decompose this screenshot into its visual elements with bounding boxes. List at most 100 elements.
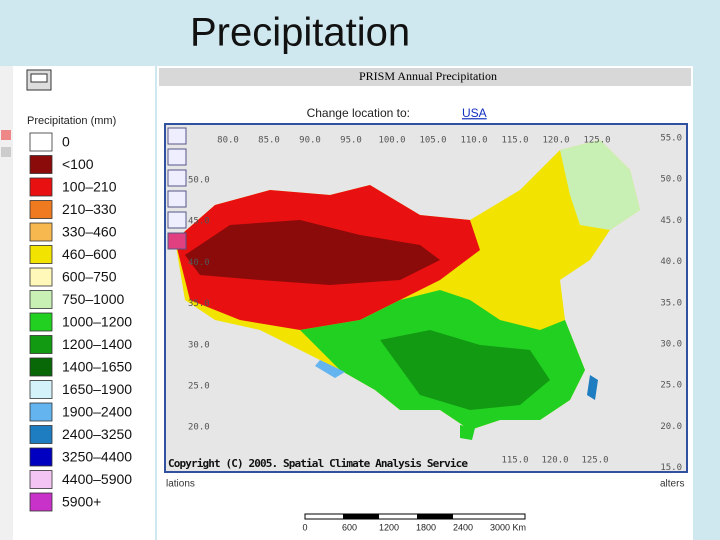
longitude-label: 125.0	[581, 456, 608, 466]
zoom-extent-tool[interactable]	[167, 169, 187, 187]
legend-swatch	[29, 155, 53, 174]
legend-label: 1900–2400	[62, 404, 132, 420]
legend-label: 2400–3250	[62, 426, 132, 442]
legend-swatch	[29, 222, 53, 242]
legend-label: 460–600	[62, 246, 117, 262]
latitude-label: 20.0	[660, 422, 682, 432]
location-link[interactable]: USA	[462, 106, 487, 120]
longitude-label: 80.0	[217, 136, 239, 146]
scale-bar-segment	[417, 514, 453, 519]
longitude-label: 105.0	[419, 136, 446, 146]
legend-swatch	[29, 335, 53, 354]
map-region	[380, 330, 550, 410]
legend-label: 210–330	[62, 201, 117, 217]
longitude-label: 95.0	[340, 136, 362, 146]
legend-label: <100	[62, 156, 94, 172]
legend: 0 <100 100–210 210–330 330–460 460–600 600–750…	[29, 132, 132, 512]
info-tool[interactable]	[167, 211, 187, 229]
legend-swatch	[29, 290, 53, 309]
erase-tool[interactable]	[167, 232, 187, 250]
legend-swatch	[29, 380, 53, 399]
latitude-label: 20.0	[188, 423, 210, 433]
legend-label: 1000–1200	[62, 314, 132, 330]
legend-label: 1650–1900	[62, 381, 132, 397]
legend-swatch	[29, 245, 53, 264]
scale-label: 1800	[416, 522, 436, 532]
print-icon-paper	[30, 73, 48, 83]
legend-swatch	[29, 402, 53, 422]
scale-label: 3000 Km	[490, 522, 526, 532]
latitude-label: 35.0	[660, 298, 682, 308]
map-region	[315, 360, 345, 378]
legend-swatch	[29, 470, 53, 489]
slide-title: Precipitation	[190, 11, 410, 55]
latitude-label: 25.0	[660, 381, 682, 391]
latitude-label: 45.0	[660, 216, 682, 226]
scale-bar	[304, 513, 526, 520]
legend-label: 330–460	[62, 224, 117, 240]
longitude-label: 100.0	[378, 136, 405, 146]
legend-swatch	[29, 200, 53, 219]
side-toolbar	[0, 66, 13, 540]
legend-panel	[0, 66, 155, 540]
longitude-label: 115.0	[501, 136, 528, 146]
legend-swatch	[29, 425, 53, 444]
longitude-label: 120.0	[542, 136, 569, 146]
zoom-out-tool[interactable]	[167, 148, 187, 166]
scale-bar-outline	[304, 513, 526, 520]
footer-left: lations	[166, 479, 195, 490]
change-location-label: Change location to:	[307, 106, 410, 120]
map-land	[175, 140, 640, 440]
legend-swatch	[29, 132, 53, 152]
map-region	[587, 375, 598, 400]
scale-label: 2400	[453, 522, 473, 532]
legend-swatch	[29, 357, 53, 377]
latitude-label: 50.0	[660, 175, 682, 185]
legend-swatch	[29, 177, 53, 197]
legend-label: 4400–5900	[62, 471, 132, 487]
legend-title: Precipitation (mm)	[27, 115, 116, 127]
side-icon[interactable]	[1, 130, 11, 140]
latitude-label: 35.0	[188, 299, 210, 309]
latitude-label: 25.0	[188, 382, 210, 392]
scale-label: 0	[302, 522, 307, 532]
legend-label: 100–210	[62, 179, 117, 195]
map-labels: 80.0 85.0 90.0 95.0 100.0 105.0 110.0 115.0 120.…	[188, 134, 682, 474]
zoom-in-tool[interactable]	[167, 127, 187, 145]
legend-label: 5900+	[62, 494, 101, 510]
panel-header	[159, 68, 691, 86]
copyright: Copyright (C) 2005. Spatial Climate Anal…	[168, 457, 468, 470]
latitude-label: 40.0	[188, 258, 210, 268]
panel-header-text: PRISM Annual Precipitation	[359, 69, 497, 83]
legend-label: 600–750	[62, 269, 117, 285]
longitude-label: 85.0	[258, 136, 280, 146]
legend-label: 750–1000	[62, 291, 125, 307]
footer-right: alters	[660, 479, 684, 490]
legend-label: 1200–1400	[62, 336, 132, 352]
pan-tool[interactable]	[167, 190, 187, 208]
latitude-label: 30.0	[660, 340, 682, 350]
legend-swatch	[29, 312, 53, 332]
legend-label: 1400–1650	[62, 359, 132, 375]
map-toolbar	[167, 127, 187, 250]
latitude-label: 40.0	[660, 257, 682, 267]
side-icon[interactable]	[1, 147, 11, 157]
scale-bar-segment	[343, 514, 379, 519]
map-region	[560, 140, 640, 230]
scale-label: 1200	[379, 522, 399, 532]
map-region	[460, 425, 475, 440]
latitude-label: 45.0	[188, 217, 210, 227]
longitude-label: 115.0	[501, 456, 528, 466]
map-region	[185, 220, 440, 285]
legend-swatch	[29, 267, 53, 287]
legend-label: 0	[62, 134, 70, 150]
legend-swatch	[29, 447, 53, 467]
latitude-label: 50.0	[188, 176, 210, 186]
scale-label: 600	[342, 522, 357, 532]
longitude-label: 110.0	[460, 136, 487, 146]
latitude-label: 55.0	[660, 134, 682, 144]
scale-labels: 0 600 1200 1800 2400 3000 Km	[302, 522, 526, 532]
legend-swatch	[29, 492, 53, 512]
legend-label: 3250–4400	[62, 449, 132, 465]
